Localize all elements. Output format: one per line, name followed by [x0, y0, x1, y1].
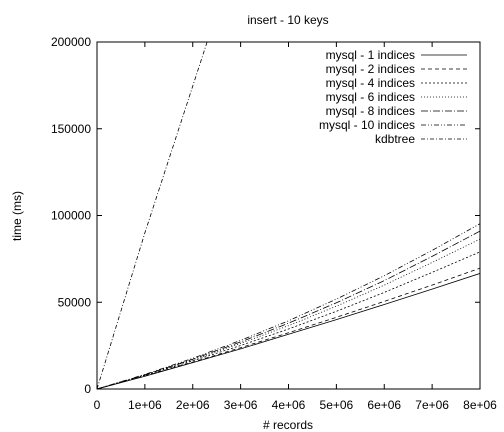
- y-tick-label: 50000: [58, 295, 92, 309]
- x-tick-label: 4e+06: [272, 398, 306, 412]
- plot-frame: [97, 42, 480, 389]
- x-tick-label: 6e+06: [367, 398, 401, 412]
- chart-title: insert - 10 keys: [247, 13, 328, 27]
- x-tick-label: 0: [94, 398, 101, 412]
- legend-label: mysql - 4 indices: [326, 76, 415, 90]
- series-line-5: [97, 231, 480, 389]
- x-tick-label: 8e+06: [463, 398, 497, 412]
- legend-label: mysql - 6 indices: [326, 90, 415, 104]
- series-line-7: [97, 42, 207, 389]
- y-tick-label: 100000: [51, 209, 91, 223]
- legend-label: mysql - 1 indices: [326, 48, 415, 62]
- x-tick-label: 5e+06: [320, 398, 354, 412]
- y-tick-label: 0: [84, 382, 91, 396]
- y-tick-label: 150000: [51, 122, 91, 136]
- legend-label: mysql - 10 indices: [319, 118, 415, 132]
- x-tick-label: 1e+06: [128, 398, 162, 412]
- series-line-6: [97, 224, 480, 389]
- legend-label: mysql - 2 indices: [326, 62, 415, 76]
- legend-label: mysql - 8 indices: [326, 104, 415, 118]
- legend-label: kdbtree: [375, 132, 415, 146]
- x-tick-label: 7e+06: [415, 398, 449, 412]
- x-tick-label: 2e+06: [176, 398, 210, 412]
- x-tick-label: 3e+06: [224, 398, 258, 412]
- x-axis-label: # records: [263, 418, 313, 432]
- series-line-3: [97, 252, 480, 389]
- y-tick-label: 200000: [51, 35, 91, 49]
- y-axis-label: time (ms): [10, 191, 24, 241]
